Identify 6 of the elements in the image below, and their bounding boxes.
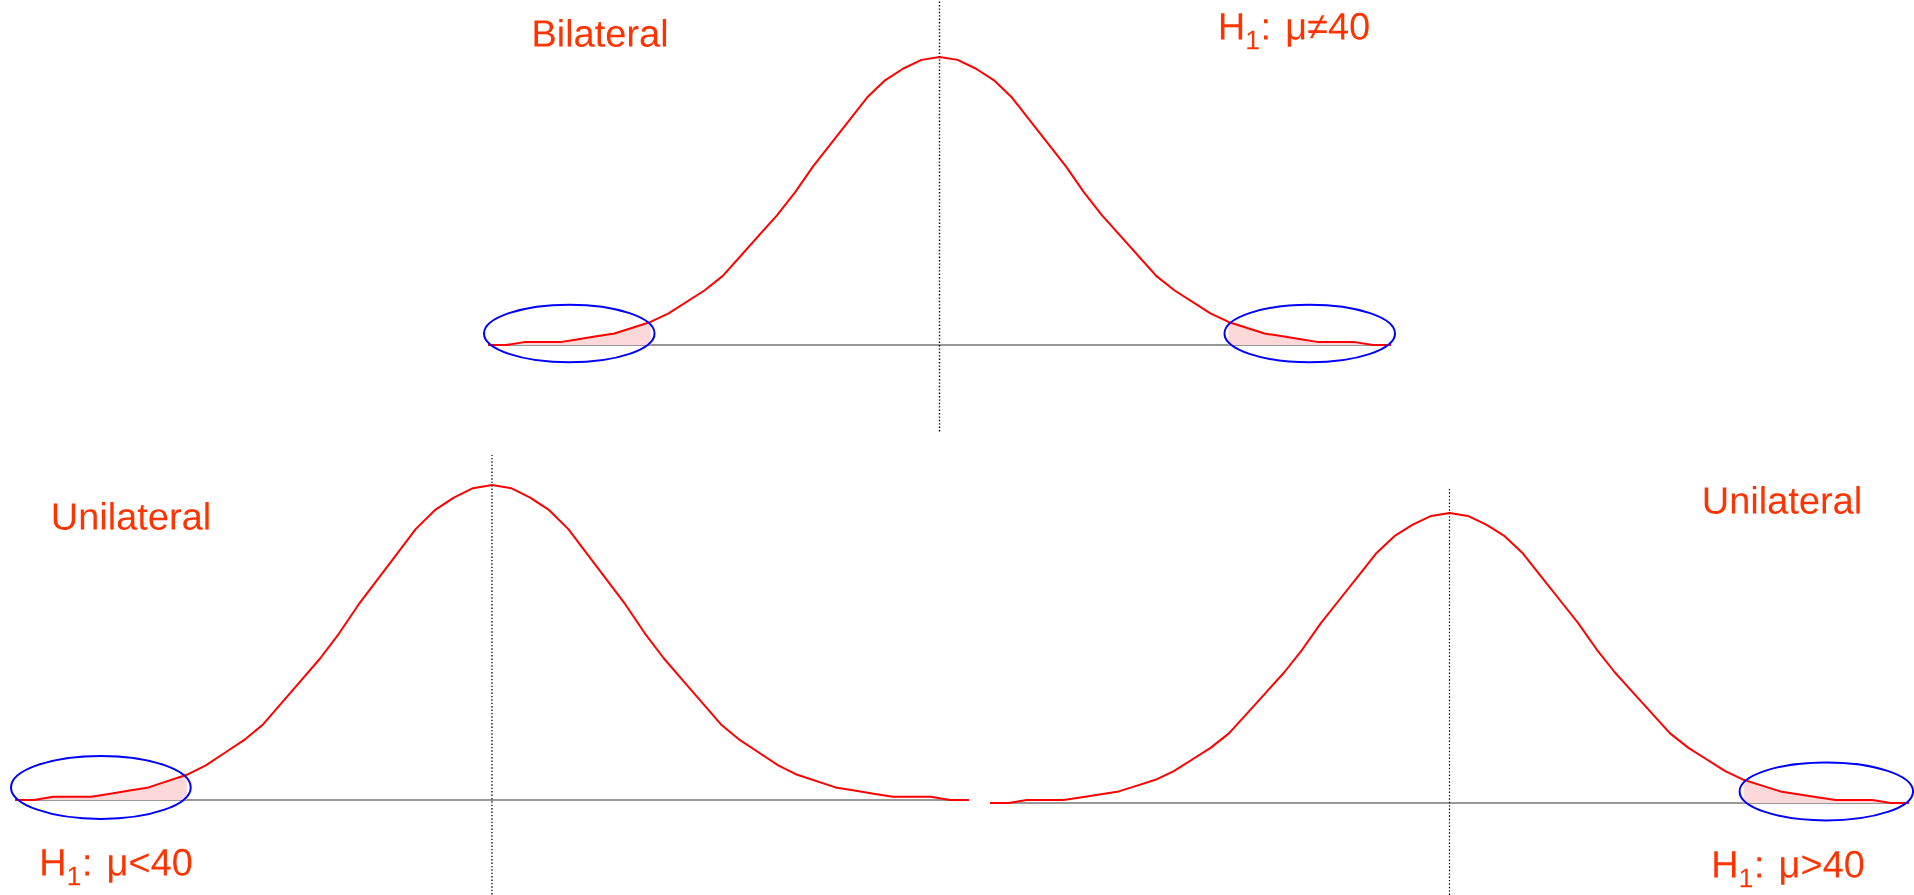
annotation: Unilateral [1704, 486, 1860, 514]
text: H$_{1}$: μ<40 [42, 848, 192, 886]
annotation: Unilateral [53, 502, 209, 530]
text: H$_{1}$: μ≠40 [1220, 12, 1369, 50]
text: H$_{1}$: μ>40 [1714, 850, 1864, 888]
text: Bilateral [534, 19, 667, 47]
